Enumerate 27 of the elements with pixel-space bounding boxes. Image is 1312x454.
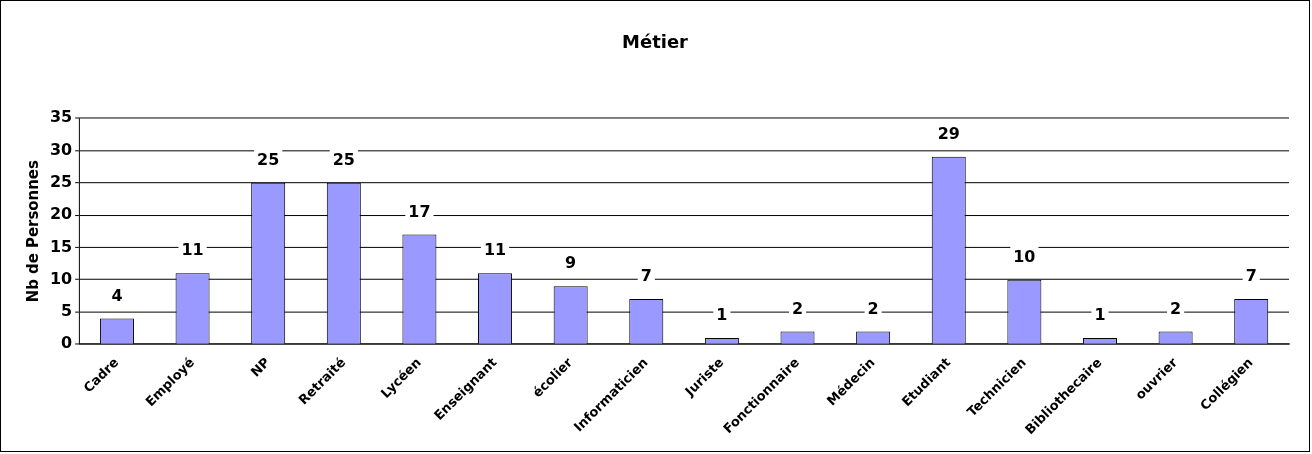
data-label: 25 xyxy=(257,149,280,169)
data-label: 9 xyxy=(565,253,577,273)
y-tick-label: 35 xyxy=(49,107,73,127)
y-tick-label: 30 xyxy=(49,139,73,159)
data-label: 2 xyxy=(867,298,879,318)
y-tick-label: 0 xyxy=(61,333,73,353)
y-axis-title: Nb de Personnes xyxy=(23,160,42,303)
data-label: 10 xyxy=(1013,246,1036,266)
data-label: 1 xyxy=(1094,305,1106,325)
data-label: 11 xyxy=(181,240,204,260)
y-tick-label: 5 xyxy=(61,301,73,321)
data-label: 29 xyxy=(937,124,960,144)
y-tick-label: 20 xyxy=(49,204,73,224)
data-label: 2 xyxy=(791,298,804,318)
data-label: 2 xyxy=(1170,298,1182,318)
data-label: 7 xyxy=(1245,266,1257,286)
data-label: 25 xyxy=(332,149,355,169)
x-tick-label: NP xyxy=(247,354,273,380)
chart-title: Métier xyxy=(622,31,689,53)
data-label: 7 xyxy=(640,266,652,286)
data-label: 1 xyxy=(716,305,728,325)
data-label: 4 xyxy=(111,285,123,305)
y-tick-label: 10 xyxy=(49,268,73,288)
y-tick-label: 15 xyxy=(49,236,73,256)
data-label: 11 xyxy=(483,240,507,260)
y-tick-label: 25 xyxy=(49,171,73,191)
data-label: 17 xyxy=(408,201,431,221)
